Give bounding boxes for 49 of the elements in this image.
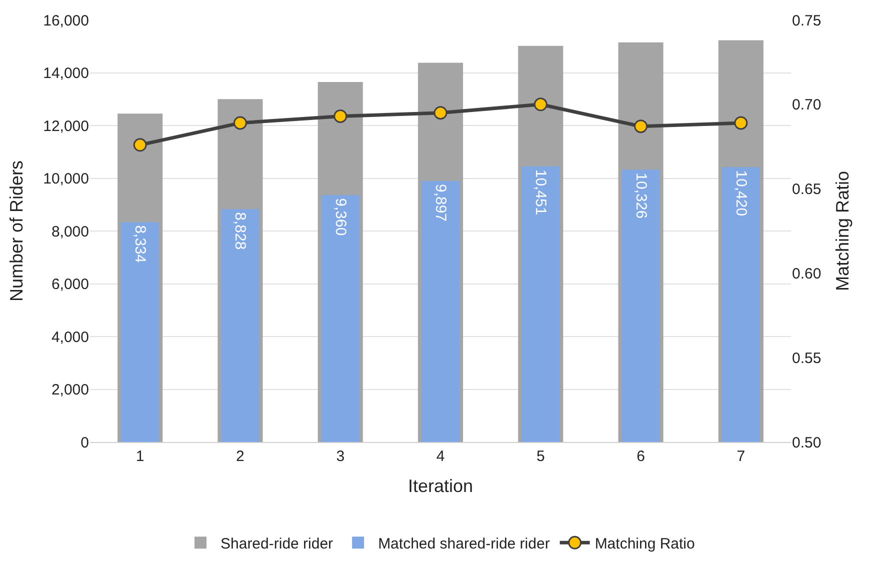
y-tick-label: 14,000 [43,65,89,82]
point [133,138,147,152]
point [334,109,348,123]
y-tick-label: 2,000 [51,382,89,398]
y2-tick-label: 0.55 [792,350,822,367]
x-tick-label: 3 [336,448,345,465]
point [233,116,247,130]
bar [121,222,160,442]
data-label: 10,451 [532,169,550,216]
y2-tick-label: 0.65 [792,181,822,198]
x-tick-label: 6 [636,448,645,465]
data-label: 8,334 [132,225,149,263]
y-tick-label: 10,000 [43,170,89,188]
point [534,98,548,112]
bar [622,170,660,442]
point [434,106,448,120]
bar [221,209,260,442]
y-tick-label: 4,000 [51,328,89,346]
data-label: 10,326 [632,172,650,219]
y2-tick-label: 0.70 [792,96,822,114]
legend-label: Matching Ratio [594,536,695,552]
data-label: 9,897 [432,184,449,222]
x-tick-label: 7 [736,448,746,465]
y-tick-label: 8,000 [51,223,89,240]
y2-tick-label: 0.50 [792,434,822,452]
y-tick-label: 0 [80,434,89,452]
y-tick-label: 6,000 [51,276,89,293]
y-tick-label: 12,000 [43,118,89,135]
y2-tick-label: 0.75 [792,12,822,30]
data-label: 10,420 [732,170,750,216]
x-axis-title: Iteration [408,476,474,496]
x-tick-label: 1 [136,448,144,465]
bar [522,166,560,442]
bar [421,180,460,442]
y-axis-title: Number of Riders [6,160,26,302]
y2-axis-title: Matching Ratio [832,170,852,292]
data-label: 8,828 [232,212,249,250]
y2-tick-label: 0.60 [792,265,822,282]
x-tick-label: 5 [536,448,545,465]
legend-label: Shared-ride rider [220,536,334,552]
data-label: 9,360 [332,198,349,236]
point [634,120,648,134]
x-tick-label: 2 [236,448,244,465]
point [734,116,748,130]
legend-label: Matched shared-ride rider [378,536,550,552]
bar [321,195,360,442]
x-tick-label: 4 [436,448,445,465]
y-tick-label: 16,000 [43,12,89,30]
bar [722,167,760,442]
